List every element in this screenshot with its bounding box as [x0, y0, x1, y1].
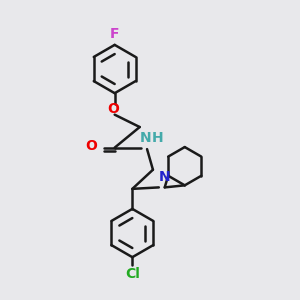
Text: H: H: [152, 131, 164, 145]
Text: O: O: [85, 139, 97, 153]
Text: O: O: [107, 102, 119, 116]
Text: F: F: [110, 27, 119, 41]
Text: Cl: Cl: [125, 267, 140, 280]
Text: N: N: [140, 131, 152, 145]
Text: N: N: [159, 170, 170, 184]
